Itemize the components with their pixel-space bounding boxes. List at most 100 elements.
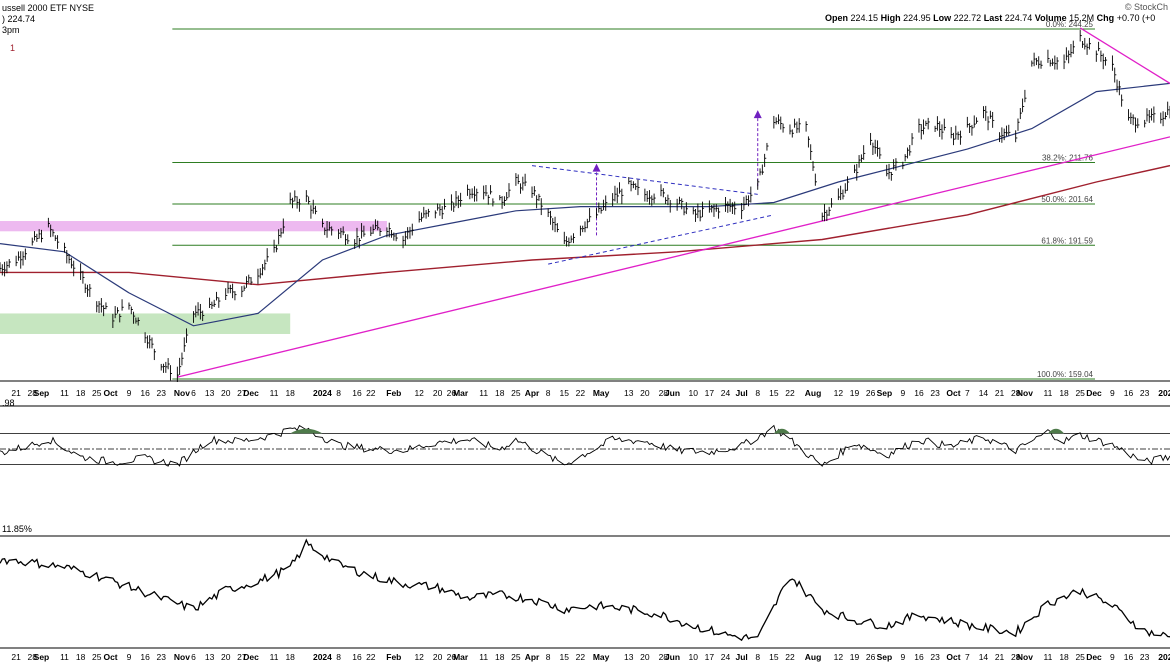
x-tick-label-bottom-14: 27 (237, 652, 247, 662)
x-tick-label-top-33: 22 (576, 388, 586, 398)
x-tick-label-top-57: 21 (995, 388, 1005, 398)
measured-move-arrow-head-0 (592, 163, 601, 172)
x-tick-label-bottom-10: Nov (174, 652, 190, 662)
x-tick-label-bottom-33: 22 (576, 652, 586, 662)
quote-line: Open 224.15 High 224.95 Low 222.72 Last … (825, 13, 1155, 24)
x-tick-label-top-53: 23 (930, 388, 940, 398)
x-tick-label-bottom-53: 23 (930, 652, 940, 662)
x-tick-label-bottom-58: 28 (1011, 652, 1021, 662)
purple-zone (0, 221, 387, 232)
x-tick-label-bottom-51: 9 (900, 652, 905, 662)
x-tick-label-top-23: 12 (414, 388, 424, 398)
x-tick-label-bottom-57: 21 (995, 652, 1005, 662)
x-tick-label-top-7: 9 (127, 388, 132, 398)
x-tick-label-bottom-21: 22 (366, 652, 376, 662)
x-tick-label-bottom-49: 26 (866, 652, 876, 662)
x-tick-label-bottom-56: 14 (979, 652, 989, 662)
x-tick-label-top-55: 7 (965, 388, 970, 398)
x-tick-label-top-32: 15 (560, 388, 570, 398)
x-tick-label-bottom-41: 24 (721, 652, 731, 662)
x-tick-label-bottom-13: 20 (221, 652, 231, 662)
x-tick-label-top-25: 26 (447, 388, 457, 398)
overbought-fill-1 (773, 428, 790, 434)
x-tick-label-top-54: Oct (946, 388, 960, 398)
chart-title: ussell 2000 ETF (2, 3, 68, 13)
x-tick-label-bottom-23: 12 (414, 652, 424, 662)
x-tick-label-top-6: Oct (103, 388, 117, 398)
x-tick-label-bottom-37: 28 (659, 652, 669, 662)
x-tick-label-bottom-8: 16 (140, 652, 150, 662)
x-tick-label-bottom-5: 25 (92, 652, 102, 662)
x-tick-label-top-4: 18 (76, 388, 86, 398)
x-tick-label-bottom-67: 202 (1158, 652, 1170, 662)
x-tick-label-top-18: 2024 (313, 388, 332, 398)
chart-title-line: ussell 2000 ETF NYSE (2, 3, 94, 14)
x-tick-label-bottom-24: 20 (433, 652, 443, 662)
fib-label-4: 100.0%: 159.04 (1037, 370, 1094, 379)
x-tick-label-bottom-50: Sep (877, 652, 893, 662)
x-tick-label-bottom-66: 23 (1140, 652, 1150, 662)
breadth-line (0, 538, 1170, 642)
resistance-trendline (1079, 27, 1170, 84)
x-tick-label-top-2: Sep (34, 388, 50, 398)
x-tick-label-top-50: Sep (877, 388, 893, 398)
x-tick-label-bottom-32: 15 (560, 652, 570, 662)
x-tick-label-bottom-47: 12 (834, 652, 844, 662)
x-tick-label-bottom-39: 10 (689, 652, 699, 662)
fib-label-1: 38.2%: 211.76 (1042, 153, 1094, 162)
x-tick-label-top-66: 23 (1140, 388, 1150, 398)
x-tick-label-bottom-22: Feb (386, 652, 401, 662)
x-tick-label-top-19: 8 (336, 388, 341, 398)
low-label: Low (933, 13, 952, 23)
volume-value: 15.2M (1069, 13, 1095, 23)
axes-layer: 21212828SepSep111118182525OctOct99161623… (0, 380, 1170, 662)
x-tick-label-bottom-54: Oct (946, 652, 960, 662)
x-tick-label-bottom-18: 2024 (313, 652, 332, 662)
x-tick-label-bottom-12: 13 (205, 652, 215, 662)
chg-label: Chg (1096, 13, 1115, 23)
x-tick-label-top-56: 14 (979, 388, 989, 398)
x-tick-label-bottom-27: 11 (479, 652, 488, 662)
x-tick-label-top-35: 13 (624, 388, 634, 398)
x-tick-label-bottom-7: 9 (127, 652, 132, 662)
x-tick-label-top-15: Dec (243, 388, 259, 398)
green-zone (0, 313, 291, 334)
x-tick-label-top-1: 28 (28, 388, 38, 398)
x-tick-label-bottom-61: 18 (1059, 652, 1069, 662)
x-tick-label-bottom-1: 28 (28, 652, 38, 662)
credit-label: © StockCh (1124, 2, 1168, 12)
x-tick-label-top-5: 25 (92, 388, 102, 398)
oscillator-panel (0, 405, 1170, 467)
x-tick-label-bottom-42: Jul (735, 652, 747, 662)
x-tick-label-bottom-65: 16 (1124, 652, 1134, 662)
fib-label-0: 0.0%: 244.25 (1046, 20, 1094, 29)
x-tick-label-top-21: 22 (366, 388, 376, 398)
x-tick-label-top-22: Feb (386, 388, 401, 398)
low-value: 222.72 (953, 13, 982, 23)
x-tick-label-bottom-36: 20 (640, 652, 650, 662)
x-tick-label-top-38: Jun (665, 388, 680, 398)
volume-label: Volume (1034, 13, 1067, 23)
ma-long-line (0, 164, 1170, 286)
x-tick-label-top-30: Apr (525, 388, 540, 398)
x-tick-label-top-16: 11 (270, 388, 279, 398)
x-tick-label-top-9: 23 (156, 388, 166, 398)
x-tick-label-top-63: Dec (1086, 388, 1102, 398)
measured-move-arrow-head-1 (753, 110, 762, 119)
x-tick-label-bottom-29: 25 (511, 652, 521, 662)
x-tick-label-top-39: 10 (689, 388, 699, 398)
x-tick-label-top-34: May (593, 388, 610, 398)
x-tick-label-bottom-31: 8 (546, 652, 551, 662)
x-tick-label-top-44: 15 (769, 388, 779, 398)
x-tick-label-bottom-59: Nov (1017, 652, 1033, 662)
breadth-panel (0, 535, 1170, 649)
x-tick-label-bottom-26: Mar (453, 652, 469, 662)
x-tick-label-bottom-55: 7 (965, 652, 970, 662)
x-tick-label-bottom-15: Dec (243, 652, 259, 662)
fib-label-2: 50.0%: 201.64 (1041, 195, 1093, 204)
oscillator-label: .98 (2, 398, 15, 408)
x-tick-label-bottom-38: Jun (665, 652, 680, 662)
x-tick-label-bottom-11: 6 (191, 652, 196, 662)
